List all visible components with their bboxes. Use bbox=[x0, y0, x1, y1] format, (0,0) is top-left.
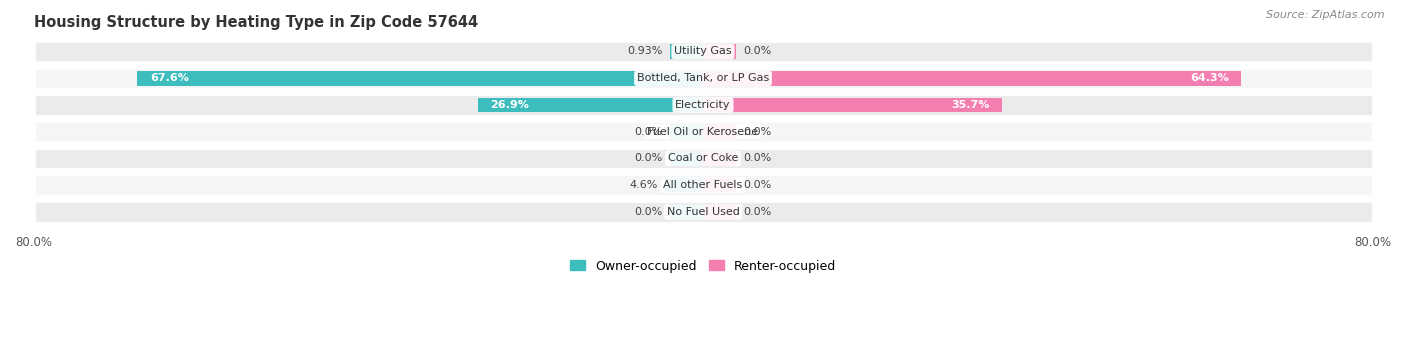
Text: 0.0%: 0.0% bbox=[744, 127, 772, 137]
Bar bbox=[34, 41, 1372, 62]
Bar bbox=[34, 68, 1372, 89]
Text: Utility Gas: Utility Gas bbox=[675, 46, 731, 57]
Text: Housing Structure by Heating Type in Zip Code 57644: Housing Structure by Heating Type in Zip… bbox=[34, 15, 478, 30]
Bar bbox=[478, 98, 703, 112]
Bar bbox=[34, 201, 1372, 223]
Bar bbox=[665, 178, 703, 192]
Bar bbox=[703, 205, 737, 219]
Text: 35.7%: 35.7% bbox=[950, 100, 990, 110]
Text: 0.0%: 0.0% bbox=[634, 153, 662, 163]
Bar bbox=[669, 44, 703, 59]
Text: 67.6%: 67.6% bbox=[150, 73, 188, 83]
Bar bbox=[703, 151, 737, 166]
Bar bbox=[138, 71, 703, 86]
Bar bbox=[703, 98, 1001, 112]
Text: 0.93%: 0.93% bbox=[627, 46, 662, 57]
Text: 26.9%: 26.9% bbox=[491, 100, 529, 110]
Bar bbox=[669, 151, 703, 166]
Bar bbox=[34, 148, 1372, 169]
Text: 64.3%: 64.3% bbox=[1189, 73, 1229, 83]
Text: 0.0%: 0.0% bbox=[744, 207, 772, 217]
Text: 0.0%: 0.0% bbox=[634, 207, 662, 217]
Text: 0.0%: 0.0% bbox=[634, 127, 662, 137]
Text: All other Fuels: All other Fuels bbox=[664, 180, 742, 190]
Bar bbox=[669, 205, 703, 219]
Bar bbox=[703, 124, 737, 139]
Text: 4.6%: 4.6% bbox=[630, 180, 658, 190]
Text: 0.0%: 0.0% bbox=[744, 153, 772, 163]
Text: Source: ZipAtlas.com: Source: ZipAtlas.com bbox=[1267, 10, 1385, 20]
Bar bbox=[34, 94, 1372, 116]
Bar bbox=[669, 124, 703, 139]
Text: No Fuel Used: No Fuel Used bbox=[666, 207, 740, 217]
Text: 0.0%: 0.0% bbox=[744, 46, 772, 57]
Bar bbox=[703, 44, 737, 59]
Text: 0.0%: 0.0% bbox=[744, 180, 772, 190]
Bar bbox=[34, 174, 1372, 196]
Text: Coal or Coke: Coal or Coke bbox=[668, 153, 738, 163]
Bar bbox=[34, 121, 1372, 142]
Bar bbox=[703, 71, 1241, 86]
Text: Bottled, Tank, or LP Gas: Bottled, Tank, or LP Gas bbox=[637, 73, 769, 83]
Text: Electricity: Electricity bbox=[675, 100, 731, 110]
Bar bbox=[703, 178, 737, 192]
Text: Fuel Oil or Kerosene: Fuel Oil or Kerosene bbox=[647, 127, 759, 137]
Legend: Owner-occupied, Renter-occupied: Owner-occupied, Renter-occupied bbox=[565, 255, 841, 278]
